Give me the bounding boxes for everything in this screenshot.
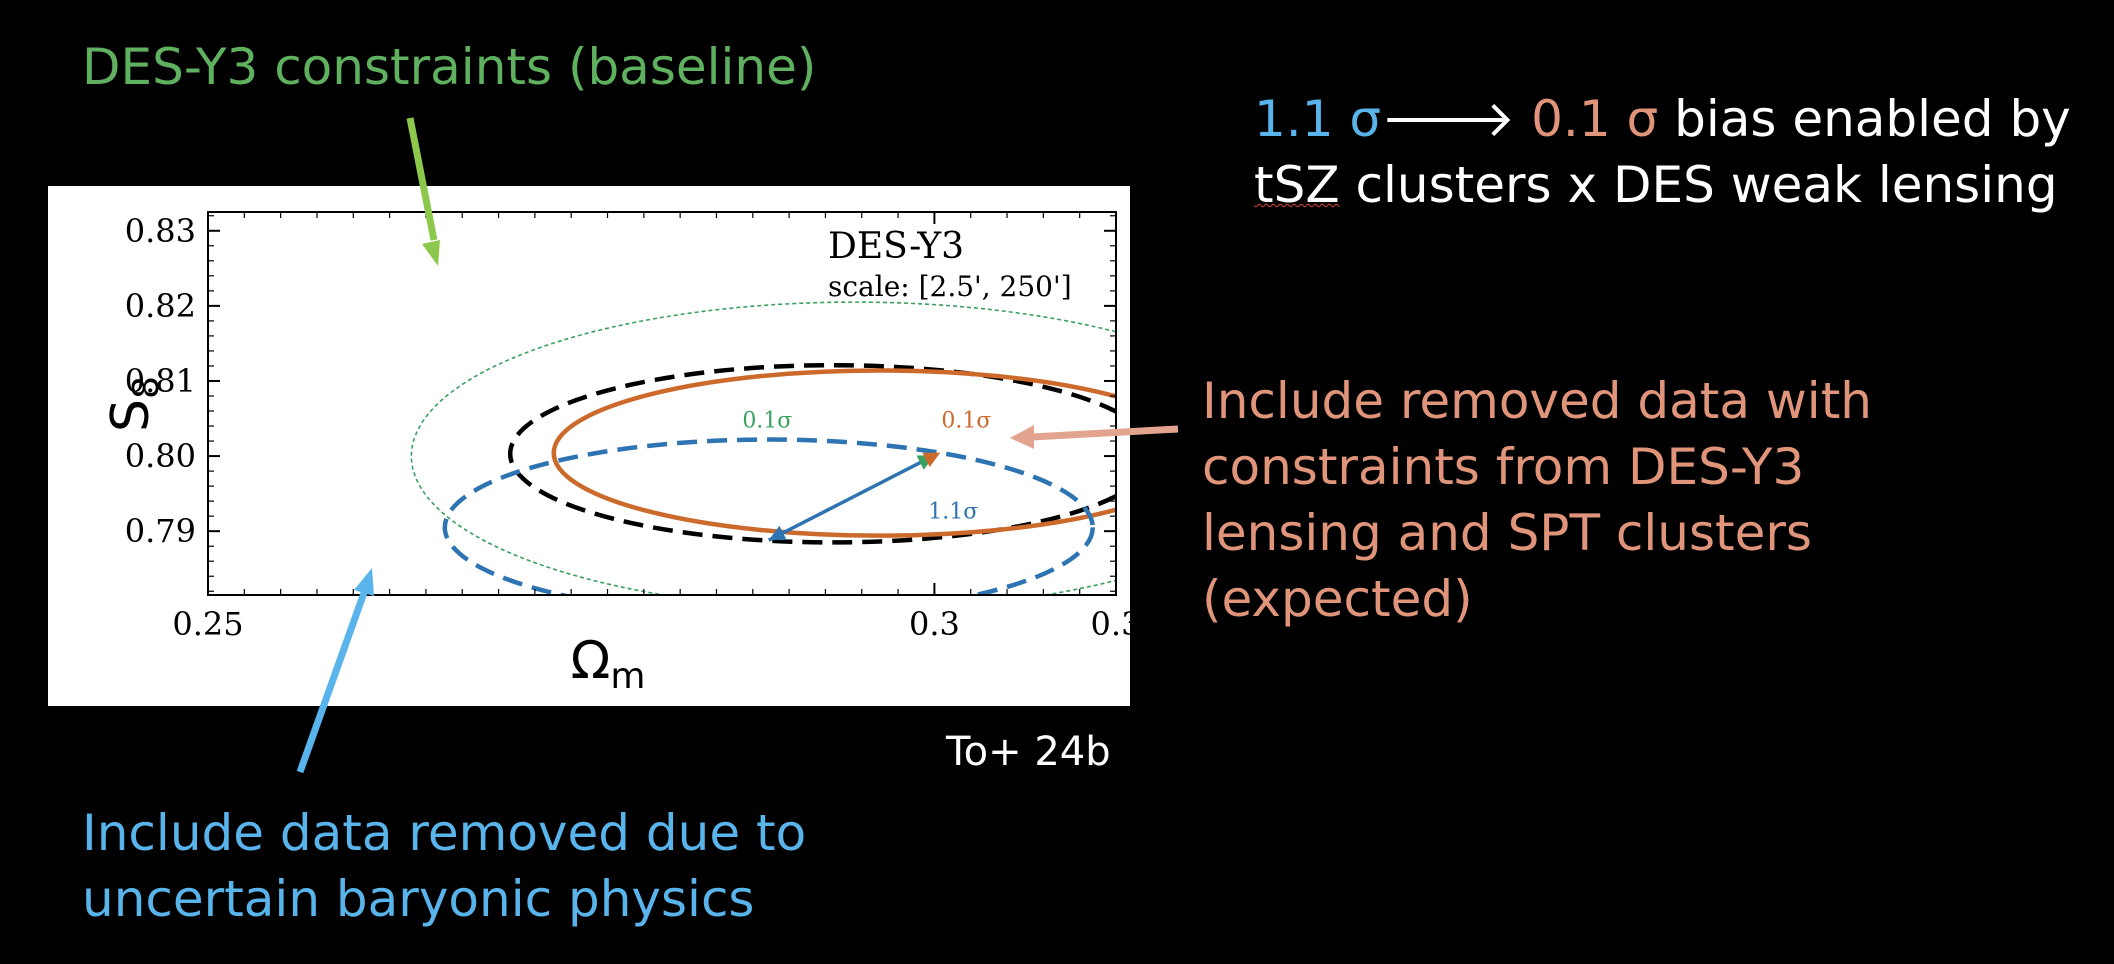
bias-arrow-head-orange bbox=[922, 452, 941, 467]
blue-callout-line: uncertain baryonic physics bbox=[82, 870, 755, 928]
tsz-word: tSZ bbox=[1254, 156, 1340, 214]
bias-label: 0.1σ bbox=[941, 409, 991, 434]
bias-text: bias enabled by bbox=[1658, 90, 2071, 148]
slide-title: DES-Y3 constraints (baseline) bbox=[82, 38, 817, 96]
orange-arrow bbox=[1010, 425, 1179, 449]
x-tick-label: 0.3 bbox=[909, 605, 960, 643]
bias-callout-line-2: tSZ clusters x DES weak lensing bbox=[1254, 152, 2071, 218]
green-arrow bbox=[406, 117, 440, 266]
arrow-right-icon: 🡒 bbox=[1381, 90, 1516, 148]
y-tick-label: 0.80 bbox=[125, 437, 196, 475]
orange-callout-line: constraints from DES-Y3 bbox=[1202, 438, 1805, 496]
orange-callout-line: lensing and SPT clusters bbox=[1202, 504, 1812, 562]
bias-arrow-shaft bbox=[767, 453, 936, 542]
contour-black bbox=[508, 362, 1116, 545]
y-tick-label: 0.83 bbox=[125, 212, 196, 250]
axes-group bbox=[207, 211, 1117, 596]
blue-callout-line: Include data removed due to bbox=[82, 804, 807, 862]
sigma-from: 1.1 σ bbox=[1254, 90, 1382, 148]
annotation-title: DES-Y3 bbox=[828, 226, 964, 267]
bias-text-line-2: clusters x DES weak lensing bbox=[1339, 156, 2058, 214]
citation: To+ 24b bbox=[946, 729, 1111, 775]
orange-callout: Include removed data with constraints fr… bbox=[1202, 368, 2082, 632]
plot-frame bbox=[207, 211, 1117, 596]
bias-label: 0.1σ bbox=[742, 409, 792, 434]
sigma-to: 0.1 σ bbox=[1531, 90, 1659, 148]
bias-labels-group: 0.1σ 0.1σ 1.1σ bbox=[742, 409, 991, 525]
y-tick-label: 0.79 bbox=[125, 512, 196, 550]
orange-callout-line: Include removed data with bbox=[1202, 372, 1872, 430]
orange-callout-line: (expected) bbox=[1202, 570, 1473, 628]
blue-arrow bbox=[296, 568, 374, 774]
annotation-scale: scale: [2.5', 250'] bbox=[828, 270, 1072, 303]
blue-callout: Include data removed due to uncertain ba… bbox=[82, 800, 982, 932]
bias-label: 1.1σ bbox=[928, 499, 978, 524]
bias-callout-line-1: 1.1 σ🡒 0.1 σ bias enabled by bbox=[1254, 86, 2071, 152]
y-tick-label: 0.82 bbox=[125, 287, 196, 325]
y-tick-label: 0.81 bbox=[125, 362, 196, 400]
plot-panel: 0.790.800.810.820.830.250.30.3 Ωm S8 DES… bbox=[48, 186, 1142, 706]
contour-orange bbox=[551, 368, 1116, 538]
contour-chart: 0.790.800.810.820.830.250.30.3 Ωm S8 DES… bbox=[101, 211, 1142, 697]
bias-arrow-head-blue bbox=[768, 525, 787, 541]
x-tick-label: 0.25 bbox=[172, 605, 243, 643]
points-group bbox=[767, 452, 941, 542]
bias-callout: 1.1 σ🡒 0.1 σ bias enabled by tSZ cluster… bbox=[1254, 86, 2071, 218]
